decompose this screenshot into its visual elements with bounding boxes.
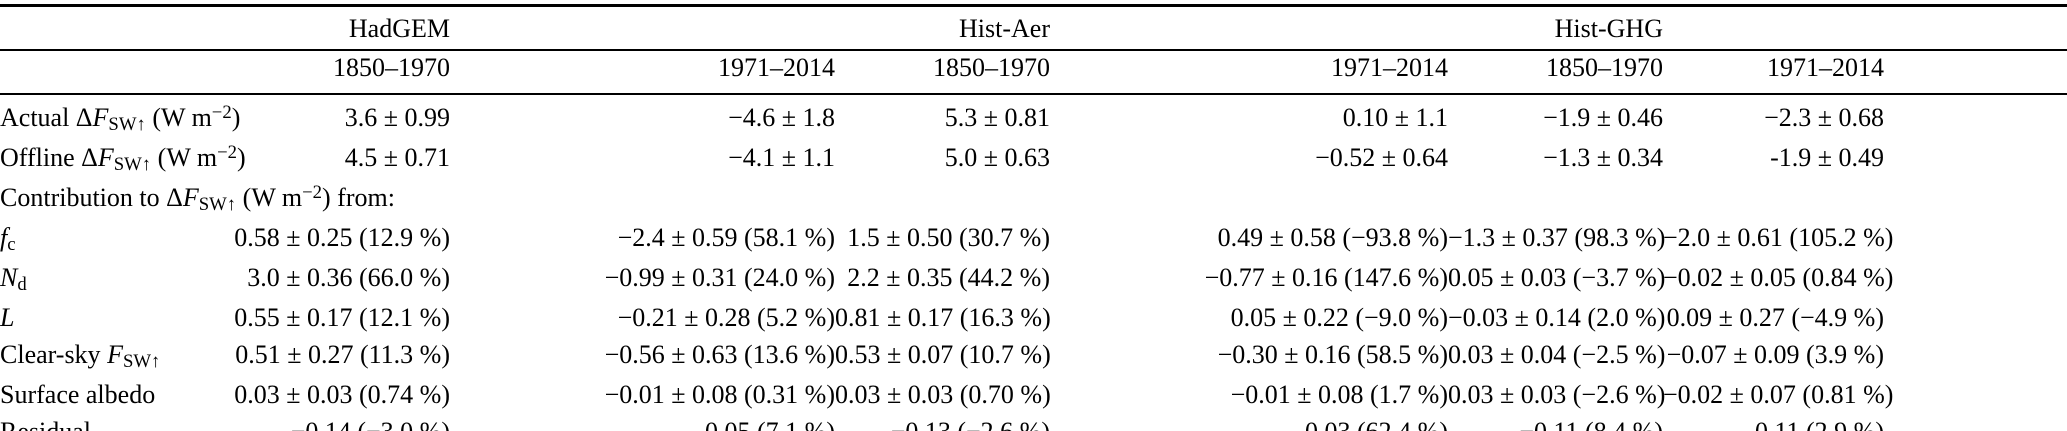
value-cell: 2.2 ± 0.35 (44.2 %)	[847, 263, 1050, 292]
value-cell: −0.14 (−3.0 %)	[230, 413, 450, 431]
period-hist-ghg-late: 1971–2014	[1663, 50, 1884, 95]
empty-header-cell	[450, 5, 835, 51]
value-cell: 1.5 ± 0.50 (30.7 %)	[847, 223, 1050, 252]
value-cell: −0.02 ± 0.07 (0.81 %)	[1663, 380, 1894, 409]
spacer-cell	[1884, 376, 2067, 413]
row-label: Clear-sky FSW↑	[0, 340, 161, 373]
table-row: Contribution to ΔFSW↑ (W m−2) from:	[0, 179, 2067, 219]
value-cell: 0.81 ± 0.17 (16.3 %)	[835, 303, 1051, 332]
value-cell: −2.0 ± 0.61 (105.2 %)	[1663, 223, 1894, 252]
value-cell: −4.1 ± 1.1	[728, 143, 835, 172]
spacer-cell	[1884, 413, 2067, 431]
value-cell: −1.3 ± 0.34	[1543, 143, 1663, 172]
row-label: Nd	[0, 263, 27, 296]
spacer-header-cell	[1884, 50, 2067, 95]
row-label: Contribution to ΔFSW↑ (W m−2) from:	[0, 181, 395, 216]
period-hist-aer-late: 1971–2014	[1050, 50, 1448, 95]
table-body: Actual ΔFSW↑ (W m−2) 3.6 ± 0.99 −4.6 ± 1.8…	[0, 94, 2067, 431]
empty-header-cell	[1663, 5, 1884, 51]
value-cell: 0.10 ± 1.1	[1342, 103, 1448, 132]
row-label: Actual ΔFSW↑ (W m−2)	[0, 101, 241, 136]
value-cell: −1.3 ± 0.37 (98.3 %)	[1448, 223, 1666, 252]
value-cell: −0.13 (−2.6 %)	[835, 413, 1050, 431]
table-row: fc 0.58 ± 0.25 (12.9 %) −2.4 ± 0.59 (58.1 …	[0, 219, 2067, 259]
col-group-hist-ghg: Hist-GHG	[1448, 5, 1663, 51]
row-label: Offline ΔFSW↑ (W m−2)	[0, 141, 246, 176]
value-cell: -1.9 ± 0.49	[1770, 143, 1884, 172]
spacer-cell	[1884, 219, 2067, 259]
empty-header-cell	[1050, 5, 1448, 51]
row-label: L	[0, 303, 15, 332]
value-cell: −2.4 ± 0.59 (58.1 %)	[617, 223, 835, 252]
value-cell: −0.56 ± 0.63 (13.6 %)	[604, 340, 835, 369]
value-cell: 0.05 ± 0.03 (−3.7 %)	[1448, 263, 1666, 292]
value-cell: −0.52 ± 0.64	[1315, 143, 1448, 172]
value-cell: 0.03 ± 0.03 (0.74 %)	[234, 380, 450, 409]
table-row: L 0.55 ± 0.17 (12.1 %) −0.21 ± 0.28 (5.2 %…	[0, 299, 2067, 336]
value-cell: 3.6 ± 0.99	[344, 103, 450, 132]
col-group-hist-aer: Hist-Aer	[835, 5, 1050, 51]
value-cell: 5.0 ± 0.63	[944, 143, 1050, 172]
value-cell: −0.77 ± 0.16 (147.6 %)	[1204, 263, 1448, 292]
value-cell: 0.03 ± 0.03 (−2.6 %)	[1448, 380, 1666, 409]
value-cell: −0.11 (8.4 %)	[1448, 413, 1663, 431]
value-cell: −0.03 ± 0.14 (2.0 %)	[1448, 303, 1666, 332]
value-cell: 4.5 ± 0.71	[344, 143, 450, 172]
value-cell: 0.03 ± 0.03 (0.70 %)	[835, 380, 1051, 409]
spacer-cell	[1884, 94, 2067, 139]
row-label: Residual	[0, 413, 230, 431]
value-cell: 5.3 ± 0.81	[944, 103, 1050, 132]
spacer-header-cell	[1884, 5, 2067, 51]
experiment-group-row: HadGEM Hist-Aer Hist-GHG	[0, 5, 2067, 51]
table-row: Nd 3.0 ± 0.36 (66.0 %) −0.99 ± 0.31 (24.0 …	[0, 259, 2067, 299]
value-cell: −4.6 ± 1.8	[728, 103, 835, 132]
spacer-cell	[1884, 299, 2067, 336]
spacer-cell	[1884, 336, 2067, 376]
table-header: HadGEM Hist-Aer Hist-GHG 1850–1970 1971–…	[0, 5, 2067, 95]
table-row: Residual−0.14 (−3.0 %)0.05 (7.1 %)−0.13 …	[0, 413, 2067, 431]
value-cell: 0.11 (2.9 %)	[1663, 413, 1884, 431]
table-row: Actual ΔFSW↑ (W m−2) 3.6 ± 0.99 −4.6 ± 1.8…	[0, 94, 2067, 139]
empty-corner-cell	[0, 50, 230, 95]
spacer-cell	[1884, 259, 2067, 299]
value-cell: −0.07 ± 0.09 (3.9 %)	[1666, 340, 1884, 369]
value-cell: 0.03 (62.4 %)	[1050, 413, 1448, 431]
value-cell: −0.01 ± 0.08 (1.7 %)	[1230, 380, 1448, 409]
empty-corner-cell	[0, 5, 230, 51]
spacer-cell	[1884, 139, 2067, 179]
value-cell: 0.03 ± 0.04 (−2.5 %)	[1448, 340, 1666, 369]
value-cell: −0.02 ± 0.05 (0.84 %)	[1663, 263, 1894, 292]
col-group-hadgem: HadGEM	[230, 5, 450, 51]
value-cell: −0.21 ± 0.28 (5.2 %)	[617, 303, 835, 332]
value-cell: −1.9 ± 0.46	[1543, 103, 1663, 132]
value-cell: 0.49 ± 0.58 (−93.8 %)	[1217, 223, 1448, 252]
value-cell: 0.58 ± 0.25 (12.9 %)	[234, 223, 450, 252]
period-row: 1850–1970 1971–2014 1850–1970 1971–2014 …	[0, 50, 2067, 95]
value-cell: −0.30 ± 0.16 (58.5 %)	[1217, 340, 1448, 369]
row-label: fc	[0, 223, 16, 256]
value-cell: 0.05 ± 0.22 (−9.0 %)	[1230, 303, 1448, 332]
period-hadgem-early: 1850–1970	[230, 50, 450, 95]
period-hist-ghg-early: 1850–1970	[1448, 50, 1663, 95]
table-row: Offline ΔFSW↑ (W m−2) 4.5 ± 0.71 −4.1 ± 1.…	[0, 139, 2067, 179]
value-cell: 0.09 ± 0.27 (−4.9 %)	[1666, 303, 1884, 332]
value-cell: 3.0 ± 0.36 (66.0 %)	[247, 263, 450, 292]
period-hist-aer-early: 1850–1970	[835, 50, 1050, 95]
value-cell: −0.99 ± 0.31 (24.0 %)	[604, 263, 835, 292]
value-cell: 0.05 (7.1 %)	[450, 413, 835, 431]
row-label: Surface albedo	[0, 380, 156, 409]
table-row: Clear-sky FSW↑ 0.51 ± 0.27 (11.3 %) −0.56 …	[0, 336, 2067, 376]
value-cell: −2.3 ± 0.68	[1764, 103, 1884, 132]
value-cell: 0.55 ± 0.17 (12.1 %)	[234, 303, 450, 332]
value-cell: −0.01 ± 0.08 (0.31 %)	[604, 380, 835, 409]
value-cell: 0.53 ± 0.07 (10.7 %)	[835, 340, 1051, 369]
value-cell: 0.51 ± 0.27 (11.3 %)	[235, 340, 450, 369]
forcing-contributions-table: HadGEM Hist-Aer Hist-GHG 1850–1970 1971–…	[0, 4, 2067, 431]
table-row: Surface albedo 0.03 ± 0.03 (0.74 %) −0.01 …	[0, 376, 2067, 413]
forcing-contributions-table-wrap: HadGEM Hist-Aer Hist-GHG 1850–1970 1971–…	[0, 4, 2067, 431]
period-hadgem-late: 1971–2014	[450, 50, 835, 95]
